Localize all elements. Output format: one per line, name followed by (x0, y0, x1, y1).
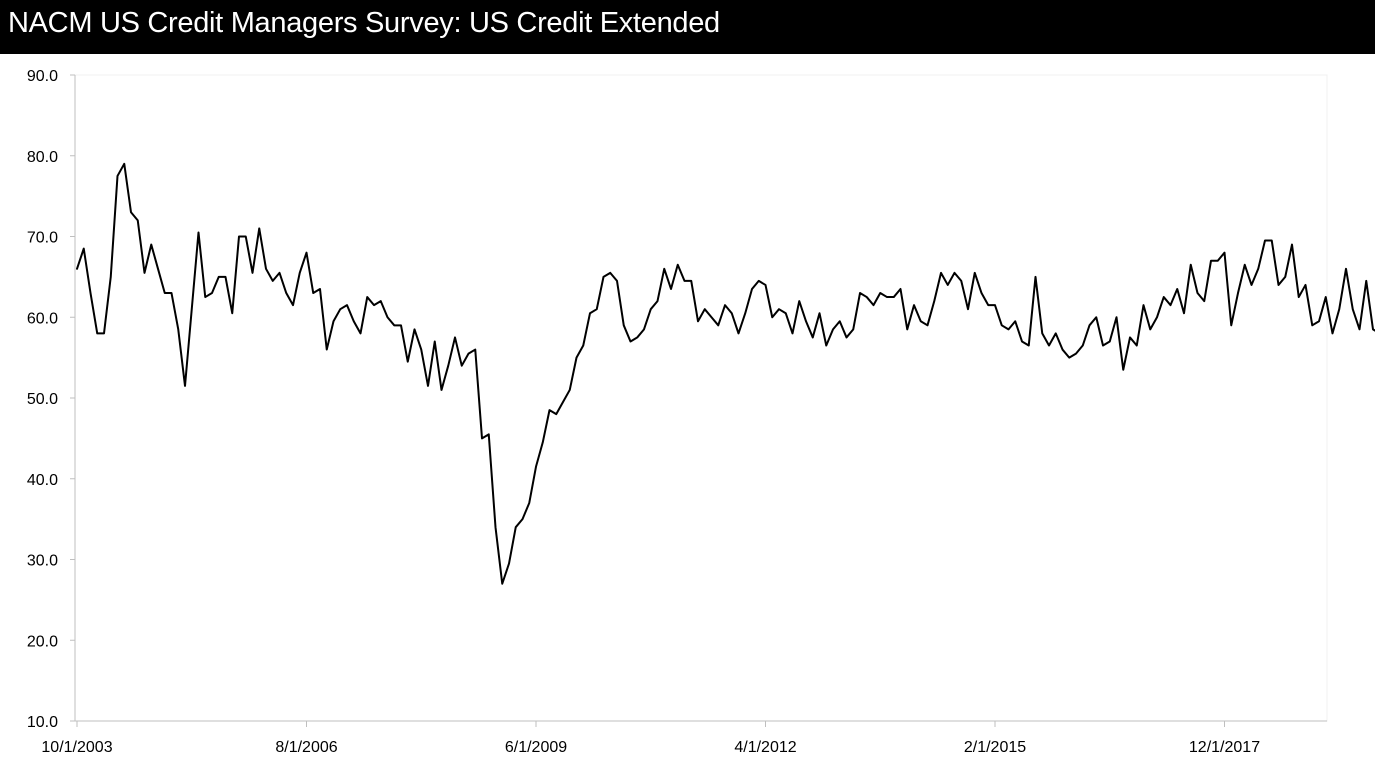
axes: 10.0 20.0 30.0 40.0 50.0 60.0 70.0 80.0 90.0 10/1… (27, 68, 1327, 756)
chart-title: NACM US Credit Managers Survey: US Credi… (0, 0, 1375, 54)
y-tick-label: 10.0 (27, 714, 58, 731)
y-tick-label: 20.0 (27, 633, 58, 650)
line-chart: 10.0 20.0 30.0 40.0 50.0 60.0 70.0 80.0 90.0 10/1… (27, 68, 1375, 756)
y-tick-label: 40.0 (27, 472, 58, 489)
y-tick-label: 80.0 (27, 149, 58, 166)
x-tick-label: 4/1/2012 (734, 739, 796, 756)
series-layer (76, 162, 1375, 585)
x-tick-label: 12/1/2017 (1189, 739, 1260, 756)
y-tick-label: 90.0 (27, 68, 58, 85)
x-tick-label: 10/1/2003 (41, 739, 112, 756)
y-tick-label: 50.0 (27, 391, 58, 408)
y-tick-label: 30.0 (27, 553, 58, 570)
x-tick-label: 2/1/2015 (964, 739, 1026, 756)
x-tick-label: 6/1/2009 (505, 739, 567, 756)
y-tick-label: 60.0 (27, 310, 58, 327)
series-line-credit-extended (76, 162, 1375, 585)
plot-area-border (74, 74, 1328, 722)
x-tick-label: 8/1/2006 (275, 739, 337, 756)
y-tick-label: 70.0 (27, 230, 58, 247)
